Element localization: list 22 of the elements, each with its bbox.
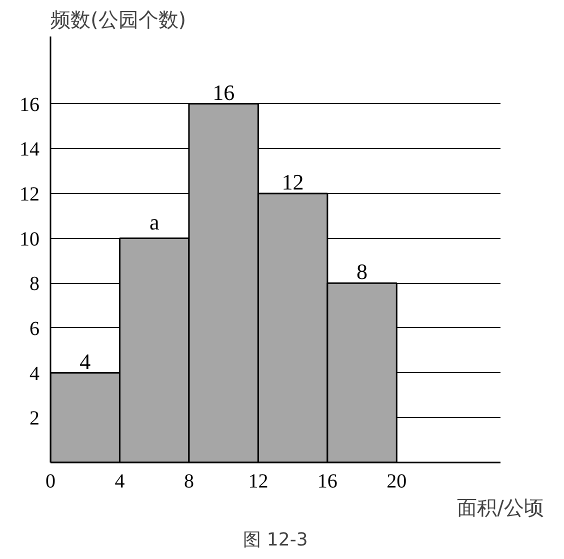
y-tick-label: 10 bbox=[20, 228, 40, 250]
y-tick-label: 6 bbox=[30, 318, 40, 340]
x-tick-label: 20 bbox=[386, 470, 407, 492]
y-tick-label: 16 bbox=[20, 94, 40, 116]
y-tick-label: 2 bbox=[30, 408, 40, 430]
x-tick-label: 16 bbox=[317, 470, 338, 492]
y-tick-label: 4 bbox=[30, 362, 40, 385]
x-tick-label: 8 bbox=[184, 470, 194, 492]
y-tick-label: 12 bbox=[20, 183, 40, 206]
y-tick-label: 14 bbox=[20, 138, 40, 161]
data-label: a bbox=[149, 209, 160, 234]
x-axis-title: 面积/公顷 bbox=[457, 496, 544, 520]
x-tick-label: 0 bbox=[46, 470, 56, 492]
data-label: 8 bbox=[356, 259, 368, 284]
x-tick-label: 12 bbox=[248, 470, 268, 492]
y-tick-label: 8 bbox=[30, 273, 40, 296]
data-label: 16 bbox=[212, 80, 235, 105]
data-label: 12 bbox=[282, 169, 304, 194]
caption: 图 12-3 bbox=[243, 530, 308, 550]
data-label: 4 bbox=[80, 348, 91, 374]
y-axis-title: 频数(公园个数) bbox=[50, 8, 186, 32]
x-tick-label: 4 bbox=[114, 470, 125, 492]
